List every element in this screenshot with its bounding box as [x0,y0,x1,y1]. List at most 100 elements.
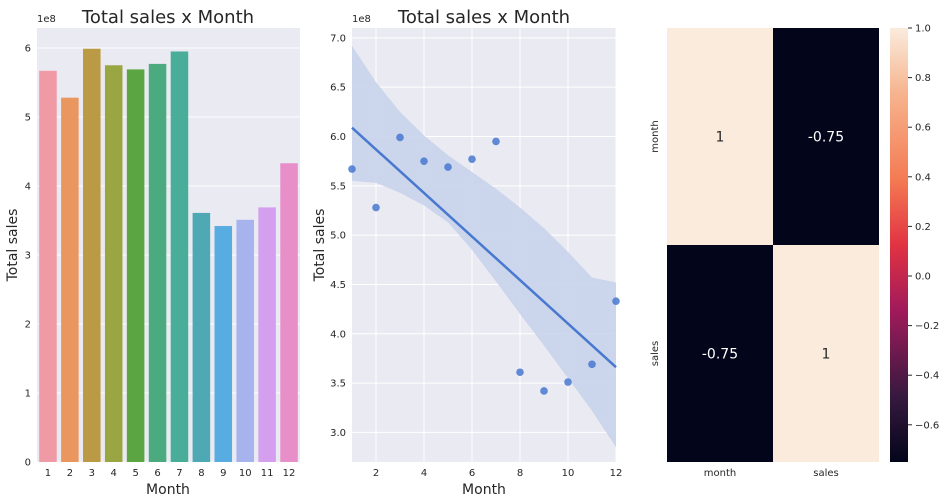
regression-x-tick-labels: 2 4 6 8 10 12 [373,468,623,479]
bar-x-axis-label: Month [146,482,190,498]
heatmap-cell-value: 1 [716,130,725,146]
regression-y-tick: 5.5 [330,181,346,192]
scatter-points [348,133,620,395]
colorbar-tick-label: 0.6 [915,123,931,134]
bar [170,51,189,462]
bar [280,163,298,462]
colorbar-tick-label: 0.8 [915,73,931,84]
bar [214,226,233,462]
regression-x-tick: 6 [469,468,475,479]
bar [126,69,145,462]
bar [258,207,276,462]
bar-y-tick: 1 [25,389,31,400]
colorbar-tick-label: −0.4 [915,371,939,382]
bar-x-tick: 4 [111,468,117,479]
regression-y-tick: 4.0 [330,329,346,340]
regression-chart-panel: 3.0 3.5 4.0 4.5 5.0 5.5 6.0 6.5 7.0 2 4 6 8 10 12 Tot… [312,7,622,498]
bar-x-tick: 2 [67,468,73,479]
scatter-point [612,297,620,306]
regression-x-tick: 4 [421,468,427,479]
bar-x-tick: 10 [239,468,252,479]
scatter-point [468,155,476,163]
regression-gridlines [352,28,617,462]
heatmap-cell [667,245,773,462]
bar [104,65,123,462]
heatmap-col-label: month [704,468,736,479]
correlation-heatmap-panel: 1 -0.75 -0.75 1 month sales month sales −0.6 −0… [650,24,939,480]
bar-y-tick-labels: 0 1 2 3 4 5 6 [25,44,31,469]
bar-y-multiplier: 1e8 [37,14,56,25]
colorbar-tick-label: 1.0 [915,24,931,35]
scatter-point [372,203,380,212]
bar-x-tick: 5 [132,468,138,479]
regression-x-tick: 2 [373,468,379,479]
bar [61,97,79,463]
bar-y-axis-label: Total sales [5,209,21,283]
bar-x-tick: 11 [261,468,274,479]
bar-y-tick: 4 [25,182,31,193]
regression-y-tick: 5.0 [330,231,346,242]
regression-x-tick: 12 [610,468,623,479]
scatter-point [492,137,500,146]
colorbar-tick-label: 0.4 [915,172,931,183]
heatmap-row-label: month [650,120,661,152]
bar-chart-title: Total sales x Month [81,7,254,28]
heatmap-cells: 1 -0.75 -0.75 1 [667,28,879,462]
bar-y-tick: 6 [25,44,31,55]
bar-x-tick: 8 [198,468,204,479]
scatter-point [348,165,356,173]
regression-y-tick: 6.5 [330,83,346,94]
bar-x-tick: 7 [176,468,182,479]
regression-y-tick: 6.0 [330,132,346,143]
bar-series [39,48,298,463]
bar [236,219,254,462]
colorbar [890,28,908,462]
colorbar-tick-labels: −0.6 −0.4 −0.2 0.0 0.2 0.4 0.6 0.8 1.0 [908,24,939,431]
scatter-point [564,378,572,386]
scatter-point [516,368,524,377]
bar-x-tick: 12 [283,468,296,479]
bar-y-tick: 5 [25,113,31,124]
heatmap-cell-value: -0.75 [702,347,738,363]
regression-x-axis-label: Month [462,482,506,498]
regression-y-tick: 4.5 [330,280,346,291]
regression-chart-title: Total sales x Month [397,7,570,28]
heatmap-axis-labels: month sales month sales [650,120,839,479]
bar [148,63,167,462]
heatmap-cell-value: -0.75 [808,130,844,146]
regression-y-multiplier: 1e8 [352,14,371,25]
bar-plot-background [37,28,300,462]
regression-y-tick: 7.0 [330,33,346,44]
scatter-point [540,387,548,395]
regression-y-tick: 3.0 [330,428,346,439]
heatmap-cell [773,245,879,462]
bar [39,70,57,462]
bar-x-tick: 1 [45,468,51,479]
heatmap-cell-value: 1 [822,347,831,363]
bar-y-tick: 2 [25,320,31,331]
regression-y-axis-label: Total sales [312,209,328,283]
scatter-point [396,133,404,142]
bar-x-tick: 3 [89,468,95,479]
colorbar-tick-label: 0.0 [915,272,931,283]
heatmap-cell [667,28,773,245]
scatter-point [444,163,452,171]
colorbar-tick-label: −0.6 [915,420,939,431]
bar-x-tick: 6 [154,468,160,479]
regression-x-tick: 8 [517,468,523,479]
regression-y-tick-labels: 3.0 3.5 4.0 4.5 5.0 5.5 6.0 6.5 7.0 [330,33,346,439]
colorbar-tick-label: −0.2 [915,321,939,332]
scatter-point [420,157,428,165]
regression-line [351,126,617,369]
bar [83,48,101,462]
regression-y-tick: 3.5 [330,379,346,390]
heatmap-row-label: sales [650,341,661,366]
bar-gridlines [37,47,300,463]
bar-y-tick: 0 [25,458,31,469]
heatmap-cell [773,28,879,245]
bar-x-tick-labels: 1 2 3 4 5 6 7 8 9 10 11 12 [45,468,296,479]
regression-x-tick: 10 [562,468,575,479]
heatmap-col-label: sales [813,468,838,479]
